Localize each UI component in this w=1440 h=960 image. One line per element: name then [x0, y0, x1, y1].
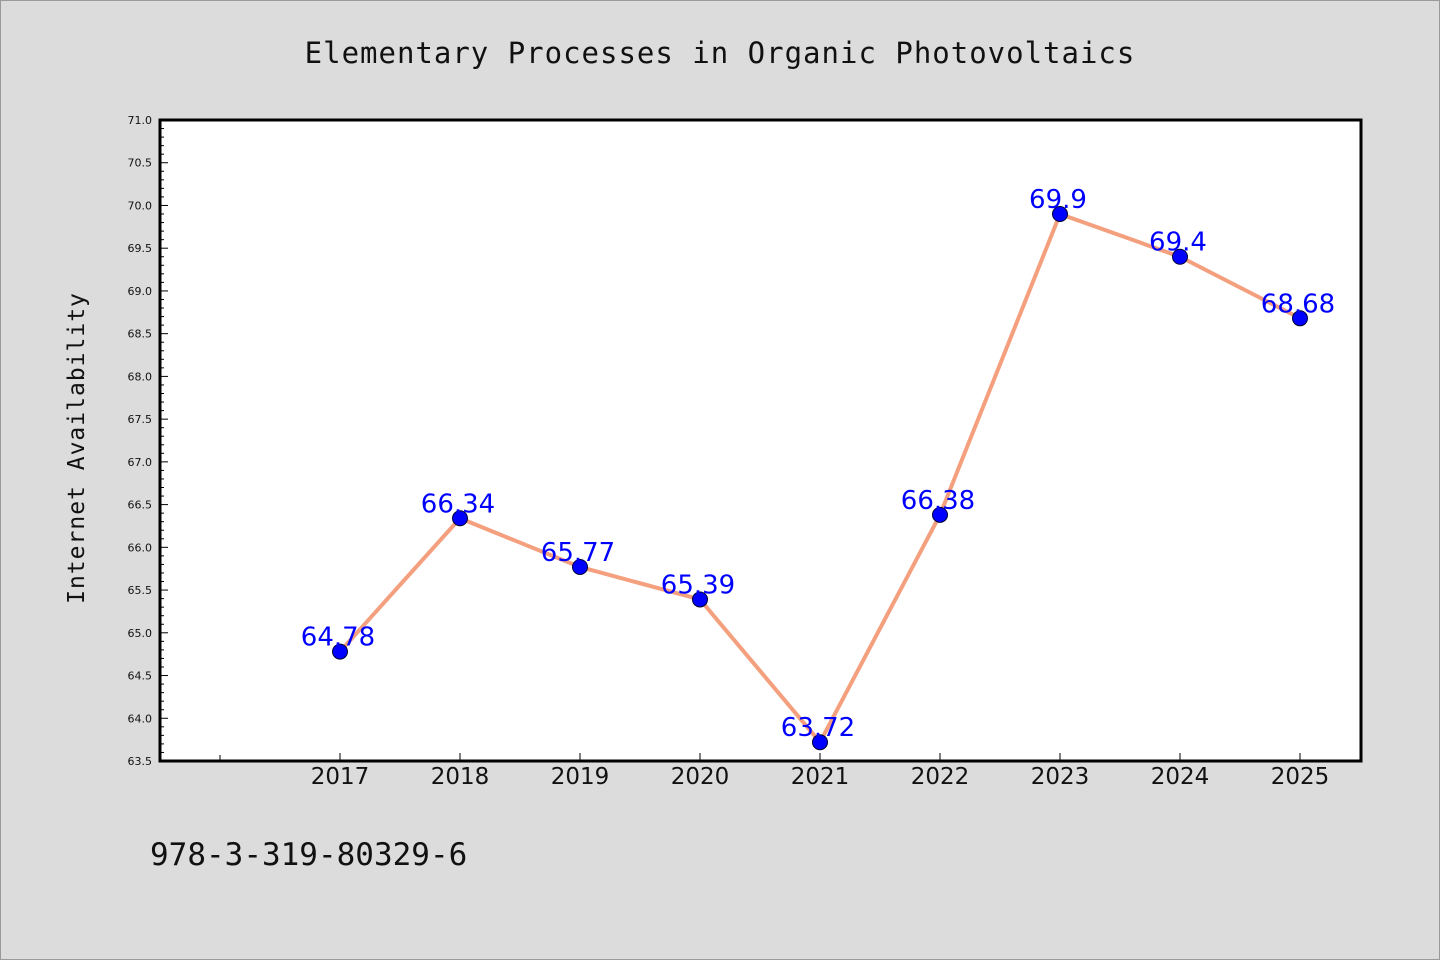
data-point [1172, 248, 1188, 265]
x-tick-label: 2020 [671, 764, 730, 790]
data-label: 66.34 [421, 489, 495, 519]
data-label: 66.38 [901, 486, 975, 516]
x-tick-label: 2021 [791, 764, 850, 790]
y-axis-label: Internet Availability [64, 292, 90, 604]
data-label: 68.68 [1261, 289, 1335, 319]
y-tick-label: 65.5 [128, 584, 153, 597]
data-point [332, 643, 348, 660]
data-point [932, 506, 948, 523]
x-axis-ticks: 2017 2018 2019 2020 2021 2022 2023 2024 2025 [219, 753, 1330, 790]
x-tick-label: 2024 [1151, 764, 1210, 790]
data-point [1292, 310, 1308, 327]
x-tick-label: 2023 [1031, 764, 1090, 790]
y-axis-ticks: 63.5 64.0 64.5 65.0 65.5 66.0 66.5 67.0 67.5 68.0… [128, 114, 168, 768]
y-tick-label: 68.5 [128, 328, 153, 341]
y-tick-label: 67.0 [128, 456, 153, 469]
x-tick-label: 2022 [911, 764, 970, 790]
data-point [692, 591, 708, 608]
y-tick-label: 64.5 [128, 670, 153, 683]
x-tick-label: 2017 [311, 764, 370, 790]
x-tick-label: 2018 [431, 764, 490, 790]
y-tick-label: 69.5 [128, 242, 153, 255]
series-line-group [332, 206, 1308, 751]
data-label: 65.39 [661, 570, 735, 600]
data-labels: 64.78 66.34 65.77 65.39 63.72 66.38 69.9 69.4 68… [301, 185, 1335, 743]
isbn-annotation: 978-3-319-80329-6 [150, 837, 467, 873]
data-label: 64.78 [301, 623, 375, 653]
y-tick-label: 67.5 [128, 413, 153, 426]
data-point [1052, 206, 1068, 223]
plot-area [158, 118, 1363, 763]
x-tick-label: 2019 [551, 764, 610, 790]
y-tick-label: 66.0 [128, 541, 153, 554]
chart-title: Elementary Processes in Organic Photovol… [305, 36, 1136, 70]
y-tick-label: 64.0 [128, 712, 153, 725]
y-tick-label: 66.5 [128, 499, 153, 512]
data-point [812, 734, 828, 751]
y-tick-label: 70.0 [128, 199, 153, 212]
data-label: 69.9 [1029, 185, 1087, 215]
data-label: 63.72 [781, 713, 855, 743]
y-tick-label: 65.0 [128, 627, 153, 640]
y-tick-label: 68.0 [128, 370, 153, 383]
data-point [452, 510, 468, 527]
x-tick-label: 2025 [1271, 764, 1330, 790]
data-point [572, 558, 588, 575]
y-tick-label: 69.0 [128, 285, 153, 298]
y-tick-label: 71.0 [128, 114, 153, 127]
y-tick-label: 63.5 [128, 755, 153, 768]
y-tick-label: 70.5 [128, 157, 153, 170]
data-label: 65.77 [541, 538, 615, 568]
data-label: 69.4 [1149, 228, 1207, 258]
